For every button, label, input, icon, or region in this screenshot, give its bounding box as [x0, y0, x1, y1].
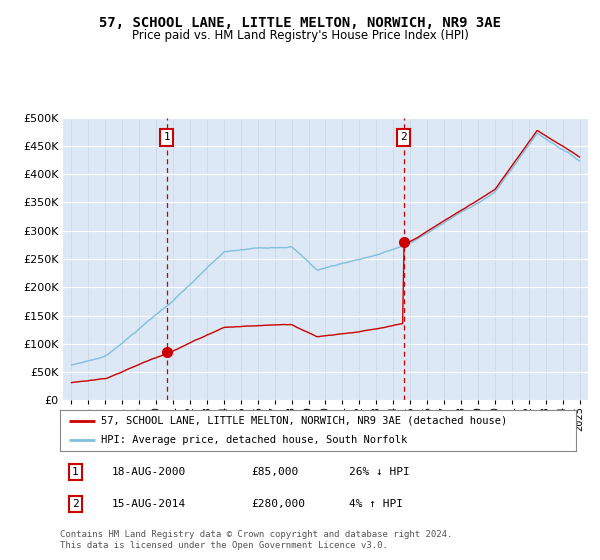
Text: 18-AUG-2000: 18-AUG-2000 [112, 467, 186, 477]
Text: HPI: Average price, detached house, South Norfolk: HPI: Average price, detached house, Sout… [101, 435, 407, 445]
Text: 4% ↑ HPI: 4% ↑ HPI [349, 499, 403, 509]
Text: £280,000: £280,000 [251, 499, 305, 509]
Text: 57, SCHOOL LANE, LITTLE MELTON, NORWICH, NR9 3AE (detached house): 57, SCHOOL LANE, LITTLE MELTON, NORWICH,… [101, 416, 508, 426]
Text: Price paid vs. HM Land Registry's House Price Index (HPI): Price paid vs. HM Land Registry's House … [131, 29, 469, 42]
Text: Contains HM Land Registry data © Crown copyright and database right 2024.
This d: Contains HM Land Registry data © Crown c… [60, 530, 452, 550]
Text: 1: 1 [72, 467, 79, 477]
Text: £85,000: £85,000 [251, 467, 298, 477]
Text: 2: 2 [400, 132, 407, 142]
Text: 2: 2 [72, 499, 79, 509]
Text: 26% ↓ HPI: 26% ↓ HPI [349, 467, 410, 477]
Text: 1: 1 [163, 132, 170, 142]
Text: 15-AUG-2014: 15-AUG-2014 [112, 499, 186, 509]
Text: 57, SCHOOL LANE, LITTLE MELTON, NORWICH, NR9 3AE: 57, SCHOOL LANE, LITTLE MELTON, NORWICH,… [99, 16, 501, 30]
